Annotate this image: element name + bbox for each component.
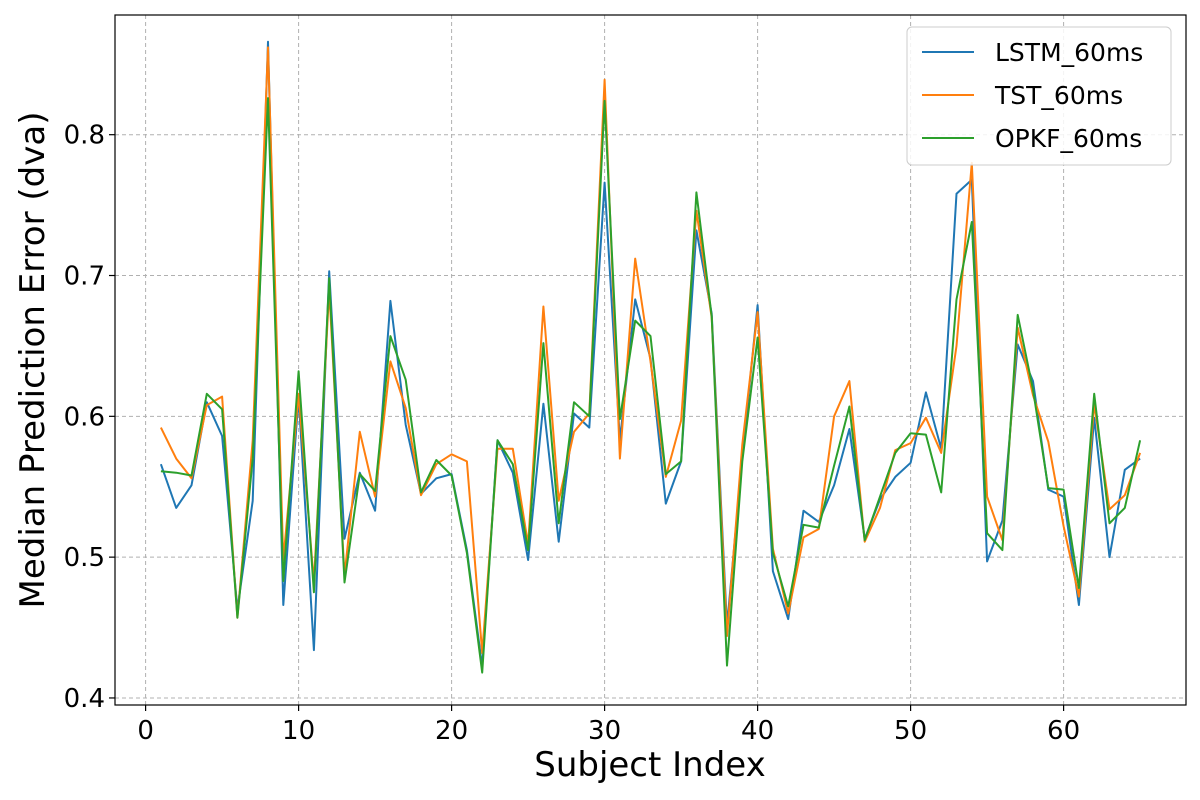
- legend-box: [906, 26, 1172, 166]
- series-layer: [159, 40, 1142, 674]
- axis-ticks: 0 10 20 30 40 50 60 0.4 0.5 0.6 0.7 0.8: [64, 121, 1081, 746]
- legend-label-tst-60ms: TST_60ms: [994, 81, 1123, 110]
- y-tick-label: 0.5: [64, 543, 105, 573]
- grid: [115, 15, 1186, 705]
- x-tick-label: 50: [894, 716, 927, 746]
- legend-label-opkf-60ms: OPKF_60ms: [995, 124, 1142, 153]
- x-tick-label: 0: [137, 716, 154, 746]
- x-tick-label: 40: [741, 716, 774, 746]
- x-tick-label: 10: [282, 716, 315, 746]
- series-line-opkf-60ms: [160, 97, 1142, 674]
- y-axis-title: Median Prediction Error (dva): [13, 112, 53, 609]
- y-tick-label: 0.7: [64, 262, 105, 292]
- legend: LSTM_60ms TST_60ms OPKF_60ms: [906, 26, 1172, 166]
- y-tick-label: 0.4: [64, 684, 105, 714]
- plot-frame: [114, 14, 1187, 706]
- x-tick-label: 60: [1047, 716, 1080, 746]
- legend-label-lstm-60ms: LSTM_60ms: [995, 38, 1143, 67]
- x-tick-label: 20: [435, 716, 468, 746]
- y-tick-label: 0.8: [64, 121, 105, 151]
- x-axis-title: Subject Index: [534, 745, 766, 785]
- x-tick-label: 30: [588, 716, 621, 746]
- y-tick-label: 0.6: [64, 402, 105, 432]
